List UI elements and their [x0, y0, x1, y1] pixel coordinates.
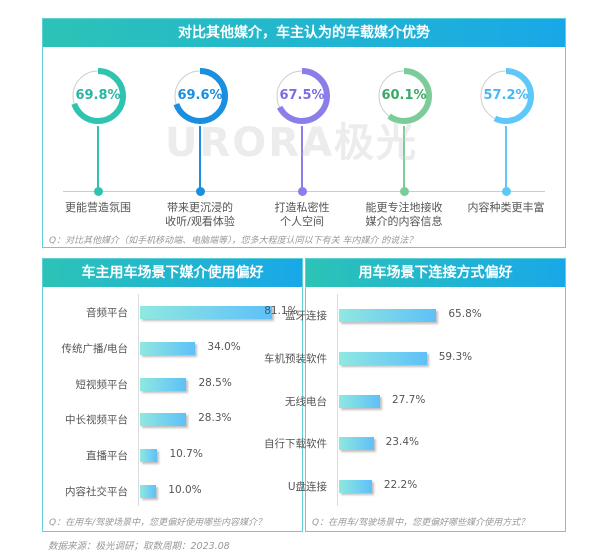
bar [339, 394, 380, 408]
ring-stem [97, 126, 99, 189]
bar-category: 中长视频平台 [65, 414, 128, 427]
ring-stem [301, 126, 303, 189]
ring-value: 69.8% [75, 88, 121, 103]
right-question: Q：在用车/驾驶场景中，您更偏好哪些媒介使用方式？ [312, 518, 530, 528]
bar [339, 351, 427, 365]
bar-value: 22.2% [383, 479, 418, 492]
ring-dot [399, 187, 409, 196]
left-panel-title: 车主用车场景下媒介使用偏好 [43, 259, 302, 287]
ring-category-line: 内容种类更丰富 [467, 201, 545, 214]
ring-category: 能更专注地接收 媒介的内容信息 [354, 201, 454, 229]
ring-dot [501, 187, 511, 196]
ring-stem [505, 126, 507, 189]
bar [140, 306, 273, 319]
ring-value: 67.5% [279, 88, 325, 103]
ring-chart [376, 68, 432, 124]
bar-category: 车机预装软件 [264, 352, 327, 365]
bar [339, 437, 374, 451]
bar-category: 短视频平台 [75, 378, 129, 391]
ring-arc [376, 68, 432, 124]
top-panel: 对比其他媒介，车主认为的车载媒介优势 69.8% 更能营造氛围 69.6% 带来… [42, 18, 566, 248]
bar-category: 传统广播/电台 [61, 342, 128, 355]
bar-category: U盘连接 [287, 481, 327, 494]
bar-category: 蓝牙连接 [285, 310, 327, 322]
bar-category: 内容社交平台 [65, 486, 128, 498]
bar [339, 309, 437, 322]
bar [140, 377, 187, 391]
ring-arc [172, 68, 228, 124]
ring-category-line: 带来更沉浸的 [167, 201, 233, 214]
left-axis [138, 294, 139, 506]
bar-category: 自行下载软件 [264, 438, 327, 451]
bar-value: 34.0% [207, 340, 241, 353]
ring-category: 内容种类更丰富 [456, 201, 556, 215]
ring-value: 69.6% [177, 88, 223, 103]
ring-value: 57.2% [483, 88, 529, 103]
ring-category-line: 打造私密性 [274, 201, 330, 214]
ring-dot [297, 187, 307, 196]
right-axis [337, 294, 338, 506]
left-panel: 车主用车场景下媒介使用偏好 音频平台 81.1% 传统广播/电台 34.0% 短视频… [42, 258, 303, 532]
bar-value: 23.4% [385, 436, 419, 449]
data-source: 数据来源：极光调研；取数周期：2023.08 [48, 541, 230, 552]
bar-value: 28.3% [198, 412, 232, 425]
bar-value: 27.7% [391, 393, 426, 406]
ring-arc [478, 68, 534, 124]
bar [140, 449, 158, 463]
ring-category: 打造私密性 个人空间 [252, 201, 352, 229]
ring-category-line: 更能营造氛围 [65, 201, 131, 214]
bar-category: 音频平台 [86, 307, 128, 319]
bar-value: 65.8% [448, 308, 482, 320]
ring-value: 60.1% [381, 88, 427, 103]
ring-category-line: 能更专注地接收 [365, 201, 443, 214]
ring-arc [70, 68, 126, 124]
ring-dot [195, 187, 205, 196]
bar-category: 无线电台 [285, 395, 327, 408]
bar-value: 81.1% [264, 305, 298, 317]
ring-category: 带来更沉浸的 收听/观看体验 [150, 201, 250, 229]
left-question: Q：在用车/驾驶场景中，您更偏好使用哪些内容媒介？ [49, 518, 267, 528]
ring-chart [478, 68, 534, 124]
bar-value: 10.0% [168, 484, 202, 496]
right-panel: 用车场景下连接方式偏好 蓝牙连接 65.8% 车机预装软件 59.3% 无线电台 2… [264, 258, 566, 532]
watermark: URORA极光 [165, 120, 419, 166]
bar [140, 341, 196, 355]
right-panel-title: 用车场景下连接方式偏好 [306, 259, 565, 287]
bar [140, 485, 157, 498]
ring-category-line: 收听/观看体验 [165, 215, 235, 228]
ring-category-line: 媒介的内容信息 [365, 215, 443, 228]
bar-category: 直播平台 [86, 450, 128, 463]
top-question: Q：对比其他媒介（如手机移动端、电脑端等），您多大程度认同以下有关 车内媒介 的… [49, 236, 418, 246]
ring-chart [274, 68, 330, 124]
ring-stem [199, 126, 201, 189]
bar [339, 480, 372, 494]
bar [140, 413, 187, 427]
ring-category: 更能营造氛围 [48, 201, 148, 215]
ring-dot [93, 187, 103, 196]
top-panel-title: 对比其他媒介，车主认为的车载媒介优势 [43, 19, 565, 47]
ring-category-line: 个人空间 [280, 215, 324, 228]
ring-stem [403, 126, 405, 189]
ring-arc [274, 68, 330, 124]
ring-chart [70, 68, 126, 124]
bar-value: 28.5% [198, 376, 232, 389]
ring-chart [172, 68, 228, 124]
bar-value: 59.3% [438, 350, 473, 363]
bar-value: 10.7% [169, 448, 203, 461]
